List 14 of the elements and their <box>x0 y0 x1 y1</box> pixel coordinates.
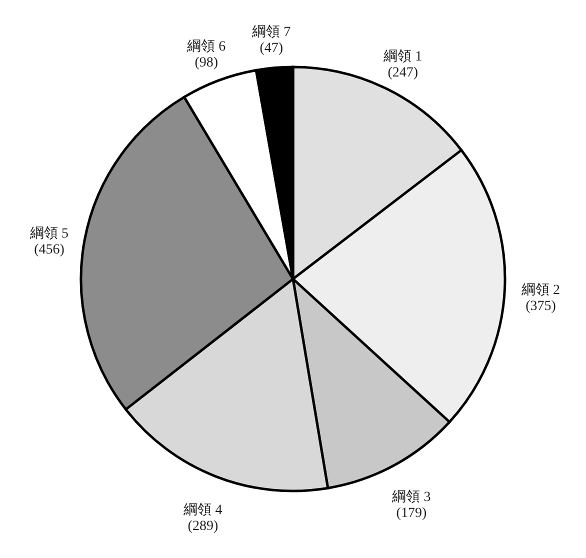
slice-label: 綱領 6 <box>186 38 226 55</box>
slice-label: 綱領 4 <box>182 502 222 518</box>
data-label: (47) <box>260 40 284 56</box>
data-label: (179) <box>396 506 427 521</box>
data-label: (375) <box>526 298 556 314</box>
data-label: (456) <box>34 242 65 258</box>
slice-label: 綱領 1 <box>382 48 422 65</box>
data-label: (98) <box>194 56 218 71</box>
slice-label: 綱領 2 <box>520 282 560 298</box>
slice-label: 綱領 5 <box>28 225 68 242</box>
data-label: (289) <box>188 519 218 534</box>
data-label: (247) <box>388 66 418 81</box>
slice-label: 綱領 7 <box>251 24 291 40</box>
slice-label: 綱領 3 <box>391 488 431 505</box>
